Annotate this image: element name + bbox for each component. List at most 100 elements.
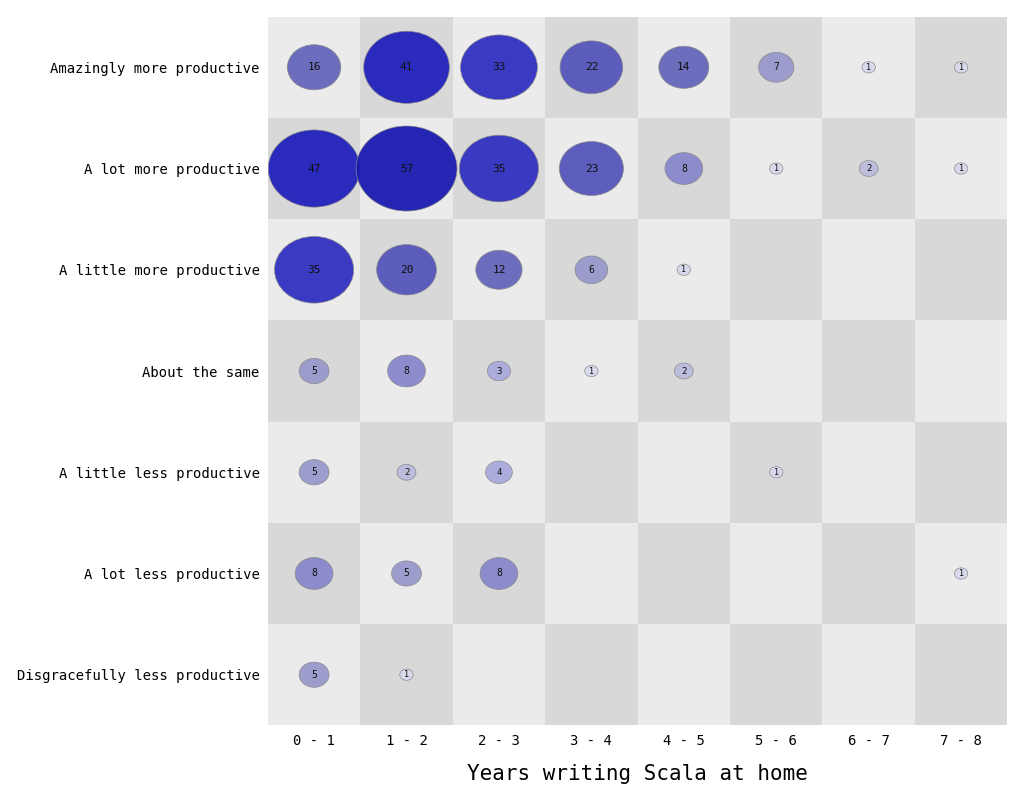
Ellipse shape xyxy=(274,236,353,303)
Bar xyxy=(730,320,822,421)
Bar xyxy=(730,421,822,523)
Bar xyxy=(730,523,822,624)
Ellipse shape xyxy=(388,355,425,387)
Bar xyxy=(545,624,638,726)
Ellipse shape xyxy=(862,62,876,73)
Bar xyxy=(730,118,822,219)
Text: 57: 57 xyxy=(399,163,414,174)
Ellipse shape xyxy=(954,163,968,174)
Text: 16: 16 xyxy=(307,62,321,72)
Text: 3: 3 xyxy=(497,367,502,376)
Text: 1: 1 xyxy=(681,265,686,274)
Bar xyxy=(453,523,545,624)
Bar xyxy=(638,219,730,320)
Text: 35: 35 xyxy=(493,163,506,174)
Bar xyxy=(545,17,638,118)
Ellipse shape xyxy=(391,561,422,586)
Bar xyxy=(914,624,1008,726)
Text: 8: 8 xyxy=(496,569,502,578)
Bar xyxy=(360,624,453,726)
Ellipse shape xyxy=(585,365,598,376)
Bar xyxy=(545,320,638,421)
Text: 1: 1 xyxy=(866,62,871,72)
Ellipse shape xyxy=(268,130,359,207)
Bar xyxy=(360,320,453,421)
Bar xyxy=(453,219,545,320)
Ellipse shape xyxy=(288,45,341,90)
Bar xyxy=(268,624,360,726)
Bar xyxy=(268,17,360,118)
Bar xyxy=(822,320,914,421)
Bar xyxy=(545,523,638,624)
Text: 8: 8 xyxy=(681,163,687,174)
Text: 1: 1 xyxy=(774,468,779,477)
Ellipse shape xyxy=(364,31,450,103)
Ellipse shape xyxy=(675,363,693,379)
Bar xyxy=(453,118,545,219)
Bar xyxy=(268,320,360,421)
Bar xyxy=(638,17,730,118)
Ellipse shape xyxy=(399,669,414,680)
Text: 5: 5 xyxy=(311,670,317,680)
Ellipse shape xyxy=(299,358,329,384)
Text: 1: 1 xyxy=(774,164,779,173)
Text: 2: 2 xyxy=(681,367,686,376)
Text: 4: 4 xyxy=(497,468,502,477)
Text: 5: 5 xyxy=(403,569,410,578)
Bar xyxy=(638,523,730,624)
Bar xyxy=(360,523,453,624)
Bar xyxy=(822,219,914,320)
Ellipse shape xyxy=(954,568,968,579)
Bar xyxy=(360,17,453,118)
Ellipse shape xyxy=(295,557,333,590)
Bar xyxy=(730,219,822,320)
Bar xyxy=(360,219,453,320)
Ellipse shape xyxy=(575,256,608,284)
Bar xyxy=(638,624,730,726)
Text: 35: 35 xyxy=(307,265,321,275)
Text: 8: 8 xyxy=(403,366,410,376)
Bar xyxy=(360,421,453,523)
Ellipse shape xyxy=(377,244,436,295)
Text: 1: 1 xyxy=(958,164,964,173)
Bar xyxy=(914,320,1008,421)
Bar xyxy=(453,320,545,421)
Bar xyxy=(638,320,730,421)
Text: 2: 2 xyxy=(403,468,410,477)
X-axis label: Years writing Scala at home: Years writing Scala at home xyxy=(467,764,808,784)
Ellipse shape xyxy=(560,41,623,94)
Ellipse shape xyxy=(487,361,511,380)
Bar xyxy=(268,118,360,219)
Bar xyxy=(453,624,545,726)
Ellipse shape xyxy=(476,250,522,289)
Text: 1: 1 xyxy=(589,367,594,376)
Text: 7: 7 xyxy=(773,62,779,72)
Bar xyxy=(730,17,822,118)
Text: 47: 47 xyxy=(307,163,321,174)
Ellipse shape xyxy=(665,153,702,184)
Ellipse shape xyxy=(677,264,690,276)
Bar xyxy=(914,421,1008,523)
Ellipse shape xyxy=(356,126,457,211)
Text: 2: 2 xyxy=(866,164,871,173)
Ellipse shape xyxy=(299,460,329,485)
Bar xyxy=(453,17,545,118)
Bar xyxy=(914,118,1008,219)
Text: 1: 1 xyxy=(958,569,964,578)
Bar xyxy=(268,421,360,523)
Bar xyxy=(822,624,914,726)
Text: 14: 14 xyxy=(677,62,690,72)
Bar xyxy=(360,118,453,219)
Ellipse shape xyxy=(460,135,539,202)
Bar xyxy=(545,421,638,523)
Ellipse shape xyxy=(770,467,783,478)
Text: 41: 41 xyxy=(399,62,414,72)
Text: 12: 12 xyxy=(493,265,506,275)
Bar xyxy=(914,219,1008,320)
Bar xyxy=(453,421,545,523)
Ellipse shape xyxy=(770,163,783,174)
Text: 33: 33 xyxy=(493,62,506,72)
Text: 20: 20 xyxy=(399,265,414,275)
Ellipse shape xyxy=(658,46,709,88)
Bar xyxy=(822,118,914,219)
